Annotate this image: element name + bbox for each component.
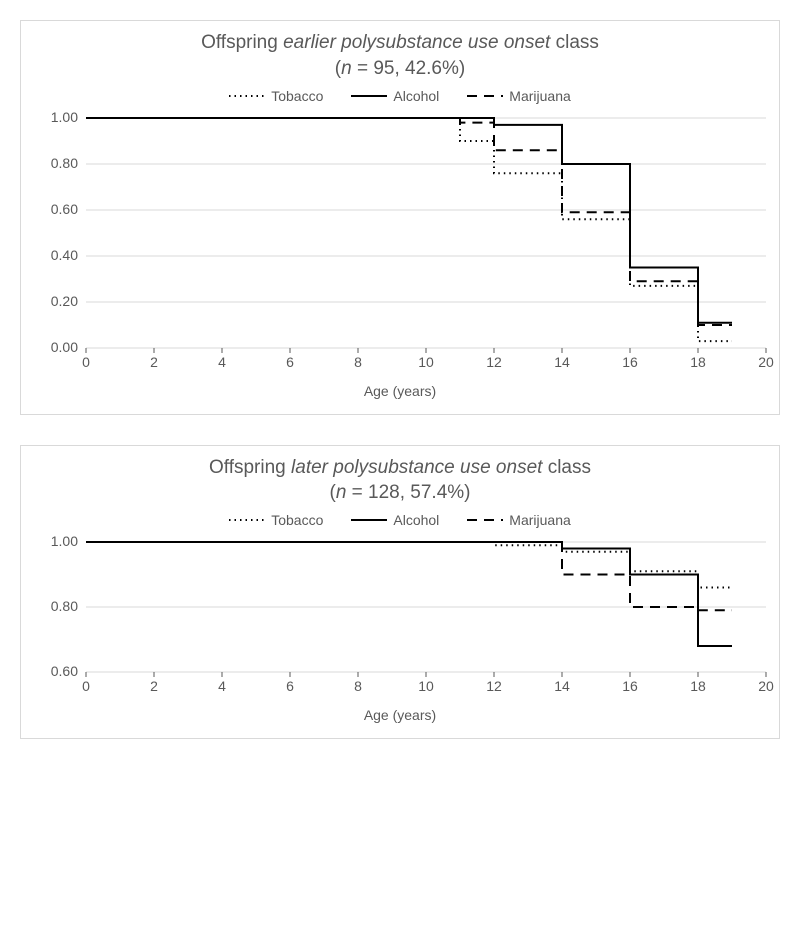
- chart-title: Offspring later polysubstance use onset …: [36, 456, 764, 481]
- y-tick-label: 0.20: [51, 293, 78, 309]
- x-axis-label: Age (years): [36, 707, 764, 723]
- legend-swatch: [351, 89, 387, 103]
- y-tick-label: 0.80: [51, 155, 78, 171]
- legend-swatch: [229, 513, 265, 527]
- x-tick-label: 4: [218, 354, 226, 370]
- y-tick-label: 0.60: [51, 201, 78, 217]
- x-tick-label: 8: [354, 354, 362, 370]
- y-tick-label: 0.40: [51, 247, 78, 263]
- plot-wrap: 0.600.801.0002468101214161820: [36, 534, 764, 703]
- legend-label: Tobacco: [271, 88, 323, 104]
- y-tick-label: 0.60: [51, 663, 78, 679]
- series-marijuana: [86, 118, 732, 325]
- title-suffix: class: [542, 457, 591, 478]
- x-tick-label: 10: [418, 354, 434, 370]
- chart-panel-later: Offspring later polysubstance use onset …: [20, 445, 780, 740]
- x-tick-label: 8: [354, 678, 362, 694]
- chart-subtitle: (n = 95, 42.6%): [36, 58, 764, 80]
- x-tick-label: 6: [286, 678, 294, 694]
- legend: Tobacco Alcohol Marijuana: [36, 512, 764, 528]
- x-tick-label: 0: [82, 354, 90, 370]
- x-tick-label: 16: [622, 678, 638, 694]
- series-alcohol: [86, 118, 732, 323]
- series-marijuana: [86, 542, 732, 610]
- title-suffix: class: [550, 32, 599, 53]
- y-tick-label: 0.00: [51, 339, 78, 355]
- legend-item-tobacco: Tobacco: [229, 512, 323, 528]
- y-tick-label: 1.00: [51, 110, 78, 125]
- y-tick-label: 1.00: [51, 534, 78, 549]
- legend-swatch: [229, 89, 265, 103]
- legend-item-marijuana: Marijuana: [467, 88, 570, 104]
- chart-subtitle: (n = 128, 57.4%): [36, 482, 764, 504]
- title-prefix: Offspring: [209, 457, 291, 478]
- plot-area: 0.60 0.80 1.00 0 2 4 6 8 10 12 14 16 18 20: [36, 534, 778, 698]
- x-tick-label: 18: [690, 354, 706, 370]
- title-prefix: Offspring: [201, 32, 283, 53]
- series-tobacco: [86, 118, 732, 341]
- legend-item-alcohol: Alcohol: [351, 88, 439, 104]
- n-italic: n: [336, 482, 347, 503]
- legend-label: Marijuana: [509, 88, 570, 104]
- plot-area: 0.00 0.20 0.40 0.60 0.80 1.00 0 2 4 6 8 10 12 14 16 18 2…: [36, 110, 778, 374]
- x-tick-label: 14: [554, 678, 570, 694]
- x-tick-label: 0: [82, 678, 90, 694]
- legend-label: Tobacco: [271, 512, 323, 528]
- n-italic: n: [341, 58, 352, 79]
- title-italic: earlier polysubstance use onset: [283, 32, 550, 53]
- x-tick-label: 2: [150, 354, 158, 370]
- x-tick-label: 12: [486, 678, 502, 694]
- legend-label: Alcohol: [393, 88, 439, 104]
- subtitle-rest: = 128, 57.4%): [346, 482, 470, 503]
- subtitle-rest: = 95, 42.6%): [352, 58, 466, 79]
- plot-wrap: 0.000.200.400.600.801.000246810121416182…: [36, 110, 764, 379]
- x-tick-label: 14: [554, 354, 570, 370]
- x-tick-label: 2: [150, 678, 158, 694]
- series-tobacco: [86, 542, 732, 588]
- legend-item-alcohol: Alcohol: [351, 512, 439, 528]
- legend-swatch: [467, 513, 503, 527]
- x-tick-label: 4: [218, 678, 226, 694]
- x-axis-label: Age (years): [36, 383, 764, 399]
- title-italic: later polysubstance use onset: [291, 457, 542, 478]
- x-tick-label: 18: [690, 678, 706, 694]
- x-tick-label: 10: [418, 678, 434, 694]
- x-tick-label: 20: [758, 678, 774, 694]
- legend-swatch: [467, 89, 503, 103]
- chart-panel-earlier: Offspring earlier polysubstance use onse…: [20, 20, 780, 415]
- series-alcohol: [86, 542, 732, 646]
- x-tick-label: 20: [758, 354, 774, 370]
- x-tick-label: 6: [286, 354, 294, 370]
- legend-label: Marijuana: [509, 512, 570, 528]
- y-tick-label: 0.80: [51, 598, 78, 614]
- legend-label: Alcohol: [393, 512, 439, 528]
- chart-title: Offspring earlier polysubstance use onse…: [36, 31, 764, 56]
- legend-item-marijuana: Marijuana: [467, 512, 570, 528]
- x-tick-label: 12: [486, 354, 502, 370]
- x-tick-label: 16: [622, 354, 638, 370]
- legend: Tobacco Alcohol Marijuana: [36, 88, 764, 104]
- legend-swatch: [351, 513, 387, 527]
- legend-item-tobacco: Tobacco: [229, 88, 323, 104]
